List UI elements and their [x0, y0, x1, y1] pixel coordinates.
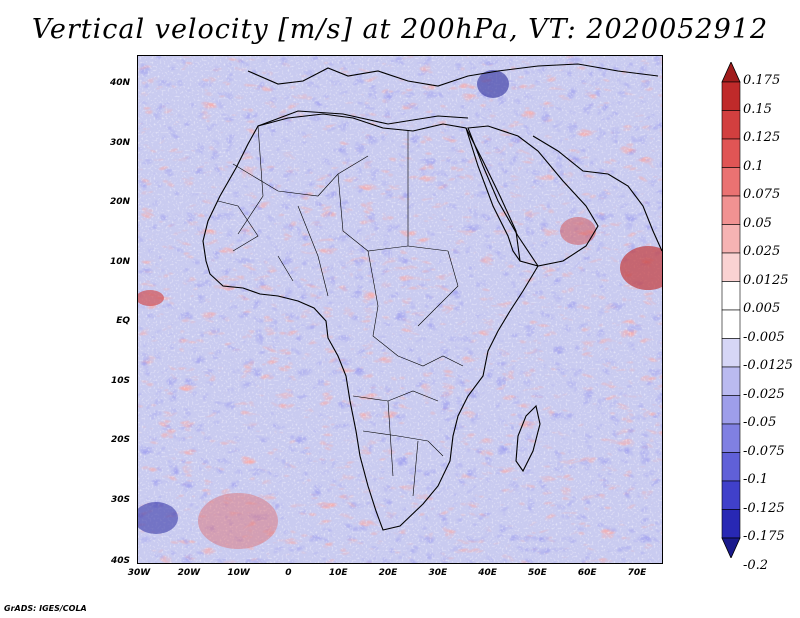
persian-gulf — [532, 135, 609, 175]
velocity-map — [138, 56, 662, 563]
border — [362, 430, 444, 457]
longitude-label: 0 — [285, 568, 292, 578]
longitude-label: 20W — [177, 568, 201, 578]
colorbar-swatch — [721, 509, 741, 539]
colorbar — [721, 62, 741, 558]
latitude-label: 30N — [109, 137, 130, 148]
latitude-label: 20S — [110, 435, 130, 445]
colorbar-level-label: 0.05 — [743, 215, 772, 231]
colorbar-swatch — [721, 138, 741, 168]
colorbar-swatch — [721, 224, 741, 254]
longitude-label: 60E — [577, 568, 597, 578]
border — [407, 131, 449, 252]
border — [367, 250, 399, 357]
longitude-label: 20E — [378, 568, 398, 578]
colorbar-swatch — [721, 195, 741, 225]
plot-title: Vertical velocity [m/s] at 200hPa, VT: 2… — [31, 14, 769, 45]
colorbar-swatch — [721, 480, 741, 510]
longitude-label: 10W — [227, 568, 250, 578]
coastlines — [202, 63, 662, 531]
latitude-label: 10N — [109, 256, 130, 267]
colorbar-level-label: 0.15 — [743, 101, 772, 117]
longitude-label: 50E — [528, 568, 547, 578]
feature-red-arabian-sea — [620, 246, 662, 290]
border — [337, 173, 409, 252]
colorbar-swatch — [721, 281, 741, 311]
latitude-label: 40S — [110, 556, 130, 566]
feature-red-gulf-guinea — [138, 290, 164, 306]
madagascar — [515, 404, 541, 473]
colorbar-level-label: 0.125 — [743, 130, 781, 145]
border — [237, 125, 264, 235]
colorbar-swatch — [721, 81, 741, 111]
colorbar-level-label: 0.005 — [743, 301, 781, 316]
latitude-label: 30S — [110, 494, 130, 505]
border — [277, 255, 294, 282]
latitude-label: EQ — [116, 316, 130, 326]
longitude-label: 70E — [627, 568, 647, 578]
border — [217, 200, 259, 252]
colorbar-swatch — [721, 110, 741, 140]
colorbar-level-label: 0.175 — [743, 73, 781, 88]
longitude-label: 30E — [428, 568, 448, 578]
longitude-label: 40E — [478, 568, 497, 578]
map-frame — [137, 55, 663, 564]
latitude-label: 20N — [109, 197, 130, 207]
border — [297, 205, 329, 297]
colorbar-min-triangle — [721, 537, 741, 558]
colorbar-swatch — [721, 309, 741, 339]
latitude-label: 40N — [109, 78, 130, 88]
colorbar-level-label: -0.0125 — [743, 358, 793, 373]
mediterranean-south — [257, 110, 469, 127]
colorbar-level-label: -0.075 — [743, 443, 785, 459]
colorbar-swatch — [721, 395, 741, 425]
colorbar-swatch — [721, 338, 741, 368]
colorbar-swatch — [721, 423, 741, 453]
colorbar-level-label: 0.0125 — [743, 272, 789, 288]
colorbar-max-triangle — [721, 62, 741, 83]
border — [417, 250, 459, 327]
africa-coastline — [202, 113, 539, 531]
latitude-label: 10S — [110, 375, 130, 386]
feature-blue-southwest — [138, 502, 178, 534]
colorbar-level-label: -0.005 — [743, 329, 785, 345]
colorbar-swatch — [721, 252, 741, 282]
border — [397, 355, 464, 367]
feature-blue-caspian — [477, 70, 509, 98]
field-speckle — [138, 56, 662, 563]
colorbar-level-label: -0.1 — [743, 472, 769, 487]
red-sea — [465, 127, 521, 262]
longitude-label: 10E — [328, 568, 348, 578]
colorbar-level-label: -0.125 — [743, 500, 785, 516]
colorbar-level-label: -0.025 — [743, 386, 785, 402]
border — [352, 390, 439, 402]
colorbar-level-label: 0.1 — [743, 158, 764, 174]
feature-red-south-atlantic — [198, 493, 278, 549]
colorbar-swatch — [721, 452, 741, 482]
colorbar-level-label: 0.025 — [743, 244, 781, 259]
colorbar-level-label: -0.05 — [743, 415, 777, 430]
colorbar-level-label: -0.2 — [743, 557, 769, 573]
arabian-peninsula — [467, 125, 599, 267]
colorbar-level-label: -0.175 — [743, 529, 785, 544]
border — [232, 155, 369, 197]
feature-red-north-arabian — [560, 217, 596, 245]
colorbar-level-label: 0.075 — [743, 187, 781, 202]
border — [412, 440, 419, 497]
colorbar-swatch — [721, 167, 741, 197]
grads-credit: GrADS: IGES/COLA — [4, 604, 87, 613]
colorbar-swatch — [721, 366, 741, 396]
border — [387, 400, 394, 477]
india-coast — [607, 173, 662, 252]
longitude-label: 30W — [127, 568, 151, 578]
country-borders — [217, 125, 464, 497]
europe-coast — [247, 63, 659, 87]
